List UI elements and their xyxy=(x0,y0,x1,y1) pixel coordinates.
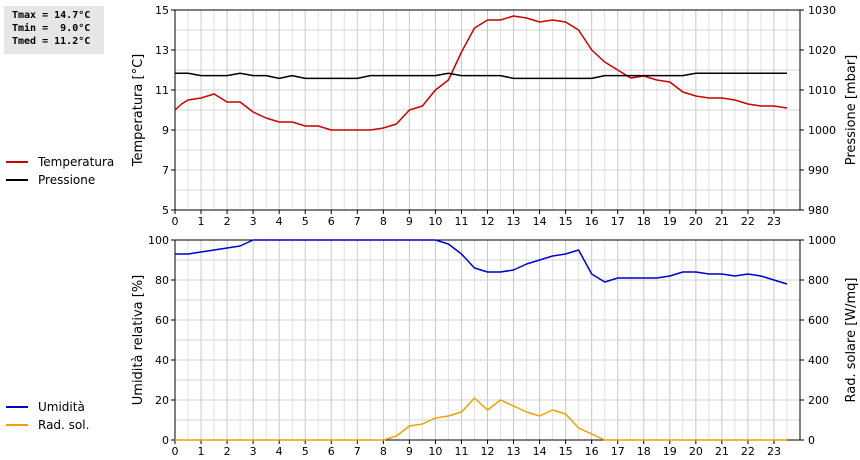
y2-tick-label: 1030 xyxy=(808,4,836,17)
y-tick-label: 80 xyxy=(155,274,169,287)
x-tick-label: 13 xyxy=(507,215,521,228)
y-tick-label: 9 xyxy=(162,124,169,137)
y-tick-label: 60 xyxy=(155,314,169,327)
y2-tick-label: 800 xyxy=(808,274,829,287)
legend-top: Temperatura Pressione xyxy=(6,153,114,189)
y-tick-label: 7 xyxy=(162,164,169,177)
x-tick-label: 19 xyxy=(663,445,677,458)
y-tick-label: 11 xyxy=(155,84,169,97)
x-tick-label: 0 xyxy=(172,445,179,458)
x-tick-label: 12 xyxy=(481,215,495,228)
legend-swatch xyxy=(6,161,28,163)
legend-swatch xyxy=(6,406,28,408)
x-tick-label: 23 xyxy=(767,445,781,458)
x-tick-label: 12 xyxy=(481,445,495,458)
x-tick-label: 22 xyxy=(741,215,755,228)
y-tick-label: 5 xyxy=(162,204,169,217)
x-tick-label: 11 xyxy=(454,215,468,228)
y2-tick-label: 1000 xyxy=(808,234,836,247)
legend-label: Umidità xyxy=(38,400,85,414)
y-axis-label: Umidità relativa [%] xyxy=(131,275,146,405)
y2-tick-label: 990 xyxy=(808,164,829,177)
y2-tick-label: 1020 xyxy=(808,44,836,57)
x-tick-label: 16 xyxy=(585,445,599,458)
x-tick-label: 7 xyxy=(354,445,361,458)
x-tick-label: 17 xyxy=(611,215,625,228)
series-line-umidit xyxy=(175,239,788,285)
y2-axis-label: Pressione [mbar] xyxy=(844,55,859,166)
x-tick-label: 3 xyxy=(250,215,257,228)
legend-item-rad-sol: Rad. sol. xyxy=(6,416,89,434)
legend-label: Pressione xyxy=(38,173,96,187)
x-tick-label: 8 xyxy=(380,445,387,458)
x-tick-label: 10 xyxy=(428,215,442,228)
x-tick-label: 1 xyxy=(198,445,205,458)
x-tick-label: 10 xyxy=(428,445,442,458)
y2-tick-label: 980 xyxy=(808,204,829,217)
y-tick-label: 13 xyxy=(155,44,169,57)
x-tick-label: 9 xyxy=(406,215,413,228)
legend-swatch xyxy=(6,179,28,181)
y2-tick-label: 1000 xyxy=(808,124,836,137)
x-tick-label: 14 xyxy=(533,445,547,458)
x-tick-label: 17 xyxy=(611,445,625,458)
y-tick-label: 40 xyxy=(155,354,169,367)
x-tick-label: 20 xyxy=(689,445,703,458)
legend-item-temperatura: Temperatura xyxy=(6,153,114,171)
legend-label: Rad. sol. xyxy=(38,418,90,432)
x-tick-label: 3 xyxy=(250,445,257,458)
x-tick-label: 16 xyxy=(585,215,599,228)
tmin-label: Tmin = 9.0°C xyxy=(12,23,91,34)
x-tick-label: 15 xyxy=(559,215,573,228)
stats-box: Tmax = 14.7°C Tmin = 9.0°C Tmed = 11.2°C xyxy=(4,6,104,54)
x-tick-label: 6 xyxy=(328,445,335,458)
tmax-label: Tmax = 14.7°C xyxy=(12,10,91,21)
tmed-label: Tmed = 11.2°C xyxy=(12,36,91,47)
legend-item-pressione: Pressione xyxy=(6,171,114,189)
x-tick-label: 14 xyxy=(533,215,547,228)
series-line-pressione xyxy=(175,72,787,80)
x-tick-label: 5 xyxy=(302,215,309,228)
y2-tick-label: 1010 xyxy=(808,84,836,97)
x-tick-label: 22 xyxy=(741,445,755,458)
x-tick-label: 9 xyxy=(406,445,413,458)
series-line-rad-sol xyxy=(175,397,787,441)
y2-tick-label: 600 xyxy=(808,314,829,327)
y-tick-label: 100 xyxy=(148,234,169,247)
x-tick-label: 20 xyxy=(689,215,703,228)
x-tick-label: 18 xyxy=(637,215,651,228)
y2-axis-label: Rad. solare [W/mq] xyxy=(844,277,859,402)
y2-tick-label: 200 xyxy=(808,394,829,407)
y2-tick-label: 0 xyxy=(808,434,815,447)
legend-swatch xyxy=(6,424,28,426)
y-tick-label: 15 xyxy=(155,4,169,17)
y-tick-label: 0 xyxy=(162,434,169,447)
x-tick-label: 21 xyxy=(715,445,729,458)
x-tick-label: 23 xyxy=(767,215,781,228)
x-tick-label: 4 xyxy=(276,215,283,228)
x-tick-label: 4 xyxy=(276,445,283,458)
legend-item-umidita: Umidità xyxy=(6,398,89,416)
y-tick-label: 20 xyxy=(155,394,169,407)
x-tick-label: 2 xyxy=(224,445,231,458)
series-line-temperatura xyxy=(174,15,788,131)
x-tick-label: 0 xyxy=(172,215,179,228)
y2-tick-label: 400 xyxy=(808,354,829,367)
x-tick-label: 1 xyxy=(198,215,205,228)
x-tick-label: 11 xyxy=(454,445,468,458)
x-tick-label: 21 xyxy=(715,215,729,228)
y-axis-label: Temperatura [°C] xyxy=(131,54,146,167)
x-tick-label: 15 xyxy=(559,445,573,458)
x-tick-label: 13 xyxy=(507,445,521,458)
x-tick-label: 18 xyxy=(637,445,651,458)
x-tick-label: 8 xyxy=(380,215,387,228)
legend-label: Temperatura xyxy=(38,155,115,169)
x-tick-label: 7 xyxy=(354,215,361,228)
legend-bottom: Umidità Rad. sol. xyxy=(6,398,89,434)
x-tick-label: 5 xyxy=(302,445,309,458)
x-tick-label: 2 xyxy=(224,215,231,228)
x-tick-label: 6 xyxy=(328,215,335,228)
x-tick-label: 19 xyxy=(663,215,677,228)
